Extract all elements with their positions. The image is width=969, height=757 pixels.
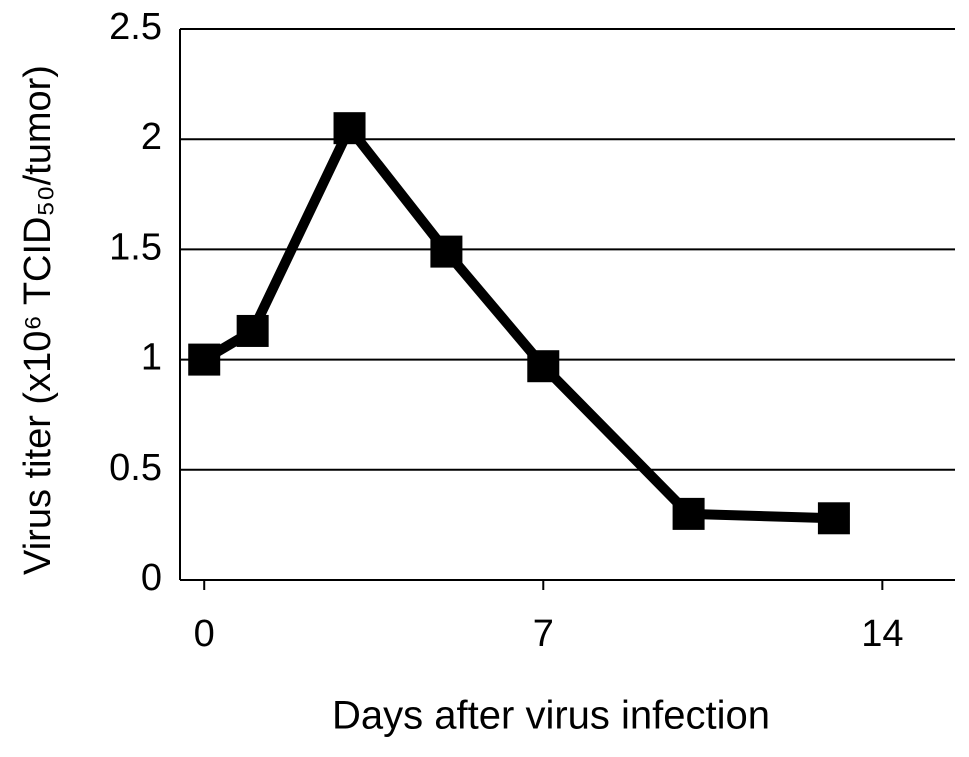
marker xyxy=(672,497,705,530)
marker xyxy=(188,343,221,376)
y-tick-label: 0.5 xyxy=(109,447,162,489)
x-axis-label: Days after virus infection xyxy=(332,694,770,738)
y-tick-label: 2.5 xyxy=(109,6,162,48)
y-tick-label: 2 xyxy=(141,116,162,158)
marker xyxy=(333,112,366,145)
x-tick-label: 7 xyxy=(533,613,554,655)
marker xyxy=(236,314,269,347)
marker xyxy=(430,235,463,268)
series-line xyxy=(201,123,835,524)
y-tick-label: 1 xyxy=(141,337,162,379)
y-tick-label: 1.5 xyxy=(109,226,162,268)
y-axis-label: Virus titer (x10⁶ TCID₅₀/tumor) xyxy=(17,65,59,575)
x-tick-label: 14 xyxy=(861,613,903,655)
marker xyxy=(527,350,560,383)
marker xyxy=(817,502,850,535)
y-tick-label: 0 xyxy=(141,557,162,599)
x-tick-label: 0 xyxy=(194,613,215,655)
